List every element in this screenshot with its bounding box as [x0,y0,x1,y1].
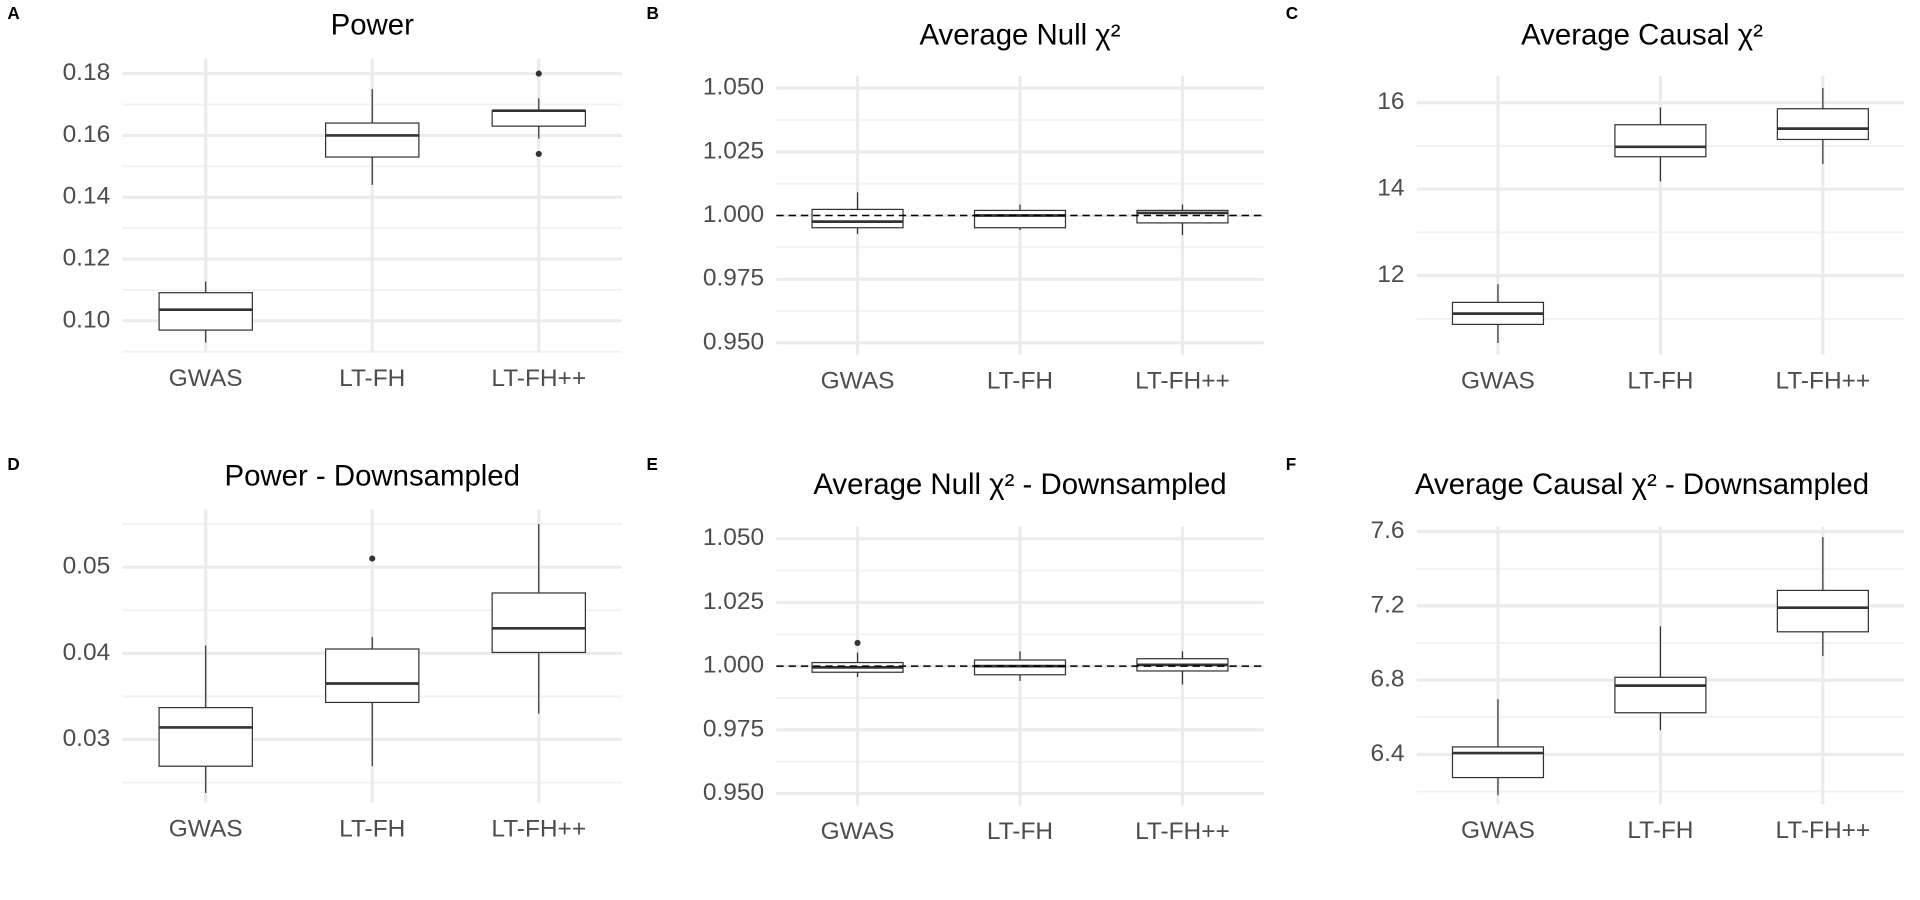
chart-title: Average Null χ² - Downsampled [813,468,1226,501]
x-tick-label: LT-FH [339,365,405,392]
box [325,648,420,704]
y-tick-label: 0.975 [703,715,764,742]
y-tick-label: 0.950 [703,328,764,355]
box [811,208,904,229]
box [325,122,420,158]
panel-label: A [7,3,19,23]
x-tick-label: GWAS [1461,368,1535,395]
y-tick-label: 7.6 [1370,517,1404,544]
panel-label: C [1286,3,1298,23]
box [158,706,253,767]
x-tick-label: LT-FH [1627,817,1693,844]
x-tick-label: GWAS [169,365,243,392]
y-tick-label: 1.050 [703,524,764,551]
y-tick-label: 6.8 [1370,666,1404,693]
x-tick-label: LT-FH [987,368,1053,395]
x-tick-label: LT-FH++ [1775,817,1870,844]
x-tick-label: LT-FH++ [1775,368,1870,395]
box [491,592,587,654]
y-tick-label: 0.975 [703,265,764,292]
x-tick-label: LT-FH++ [491,365,586,392]
chart-title: Average Null χ² [919,19,1120,52]
y-tick-label: 1.050 [703,74,764,101]
outlier [369,555,376,562]
x-tick-label: GWAS [1461,817,1535,844]
y-tick-label: 0.04 [63,639,111,666]
box [1776,108,1869,141]
y-tick-label: 1.000 [703,652,764,679]
panel-label: B [647,3,659,23]
x-tick-label: GWAS [821,818,895,845]
outlier [854,639,861,647]
y-tick-label: 1.025 [703,588,764,615]
outlier [535,150,542,158]
x-tick-label: LT-FH [987,818,1053,845]
box [1776,589,1869,633]
y-tick-label: 1.000 [703,201,764,228]
y-tick-label: 0.950 [703,779,764,806]
chart-title: Power [331,9,414,42]
box [973,209,1067,229]
x-tick-label: LT-FH++ [1135,818,1230,845]
y-tick-label: 0.05 [63,553,111,580]
x-tick-label: GWAS [169,816,243,843]
x-tick-label: LT-FH++ [491,816,586,843]
y-tick-label: 1.025 [703,137,764,164]
box [491,110,587,127]
y-tick-label: 12 [1377,261,1404,288]
y-tick-label: 0.10 [63,306,111,333]
x-tick-label: GWAS [821,368,895,395]
chart-title: Power - Downsampled [224,459,520,492]
panel-label: E [647,454,658,474]
y-tick-label: 0.16 [63,121,111,148]
panel-label: D [7,454,19,474]
y-tick-label: 7.2 [1370,591,1404,618]
y-tick-label: 16 [1377,88,1404,115]
outlier [535,70,542,77]
box [1614,676,1707,714]
panel-label: F [1286,454,1296,474]
box [1614,124,1707,158]
box [158,292,253,331]
x-tick-label: LT-FH++ [1135,368,1230,395]
x-tick-label: LT-FH [1627,368,1693,395]
chart-title: Average Causal χ² [1521,19,1763,52]
box [1451,746,1545,779]
y-tick-label: 0.03 [63,725,111,752]
x-tick-label: LT-FH [339,816,405,843]
y-tick-label: 0.12 [63,244,111,271]
y-tick-label: 0.14 [63,183,111,210]
chart-title: Average Causal χ² - Downsampled [1415,468,1869,501]
y-tick-label: 0.18 [63,59,111,86]
y-tick-label: 6.4 [1370,740,1404,767]
y-tick-label: 14 [1377,175,1404,202]
